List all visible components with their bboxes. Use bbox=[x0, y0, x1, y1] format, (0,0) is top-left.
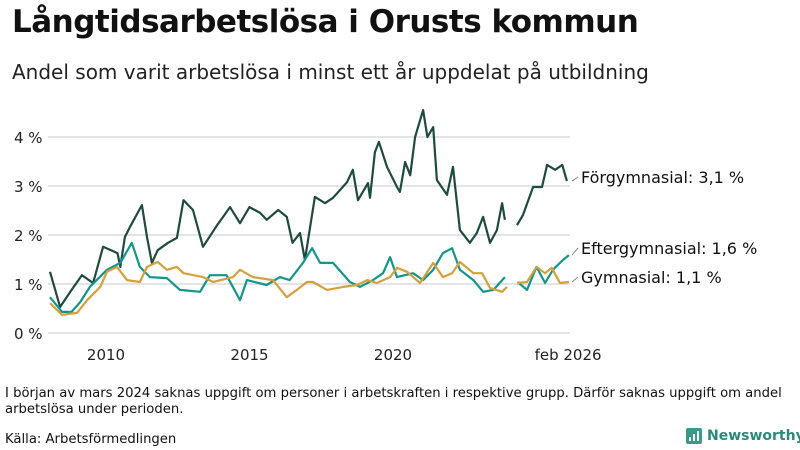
label-connector bbox=[571, 247, 579, 256]
x-tick-label: 2015 bbox=[230, 346, 268, 364]
y-tick-label: 0 % bbox=[14, 325, 43, 343]
series-label: Eftergymnasial: 1,6 % bbox=[581, 239, 757, 258]
label-connector bbox=[571, 276, 579, 283]
y-tick-label: 3 % bbox=[14, 178, 43, 196]
line-chart: 0 % 1 % 2 % 3 % 4 % 2010 2015 2020 feb 2026 Förgy… bbox=[14, 109, 757, 364]
brand-name: Newsworthy bbox=[707, 428, 800, 444]
footnote: I början av mars 2024 saknas uppgift om … bbox=[5, 386, 782, 417]
y-tick-label: 4 % bbox=[14, 129, 43, 147]
label-connector bbox=[571, 176, 579, 182]
x-tick-label: feb 2026 bbox=[535, 346, 602, 364]
newsworthy-logo[interactable]: Newsworthy bbox=[686, 428, 800, 444]
series-line-eftergymnasial bbox=[49, 241, 570, 313]
series-label: Förgymnasial: 3,1 % bbox=[581, 168, 744, 187]
y-tick-label: 2 % bbox=[14, 227, 43, 245]
series-line-gymnasial bbox=[49, 260, 570, 316]
chart-title: Långtidsarbetslösa i Orusts kommun bbox=[12, 4, 639, 40]
source: Källa: Arbetsförmedlingen bbox=[5, 432, 177, 447]
series-label: Gymnasial: 1,1 % bbox=[581, 268, 722, 287]
bar-chart-icon bbox=[686, 428, 702, 444]
chart-subtitle: Andel som varit arbetslösa i minst ett å… bbox=[12, 60, 649, 84]
x-tick-label: 2020 bbox=[374, 346, 412, 364]
series-line-förgymnasial bbox=[48, 109, 568, 309]
x-tick-label: 2010 bbox=[87, 346, 125, 364]
y-tick-label: 1 % bbox=[14, 276, 43, 294]
